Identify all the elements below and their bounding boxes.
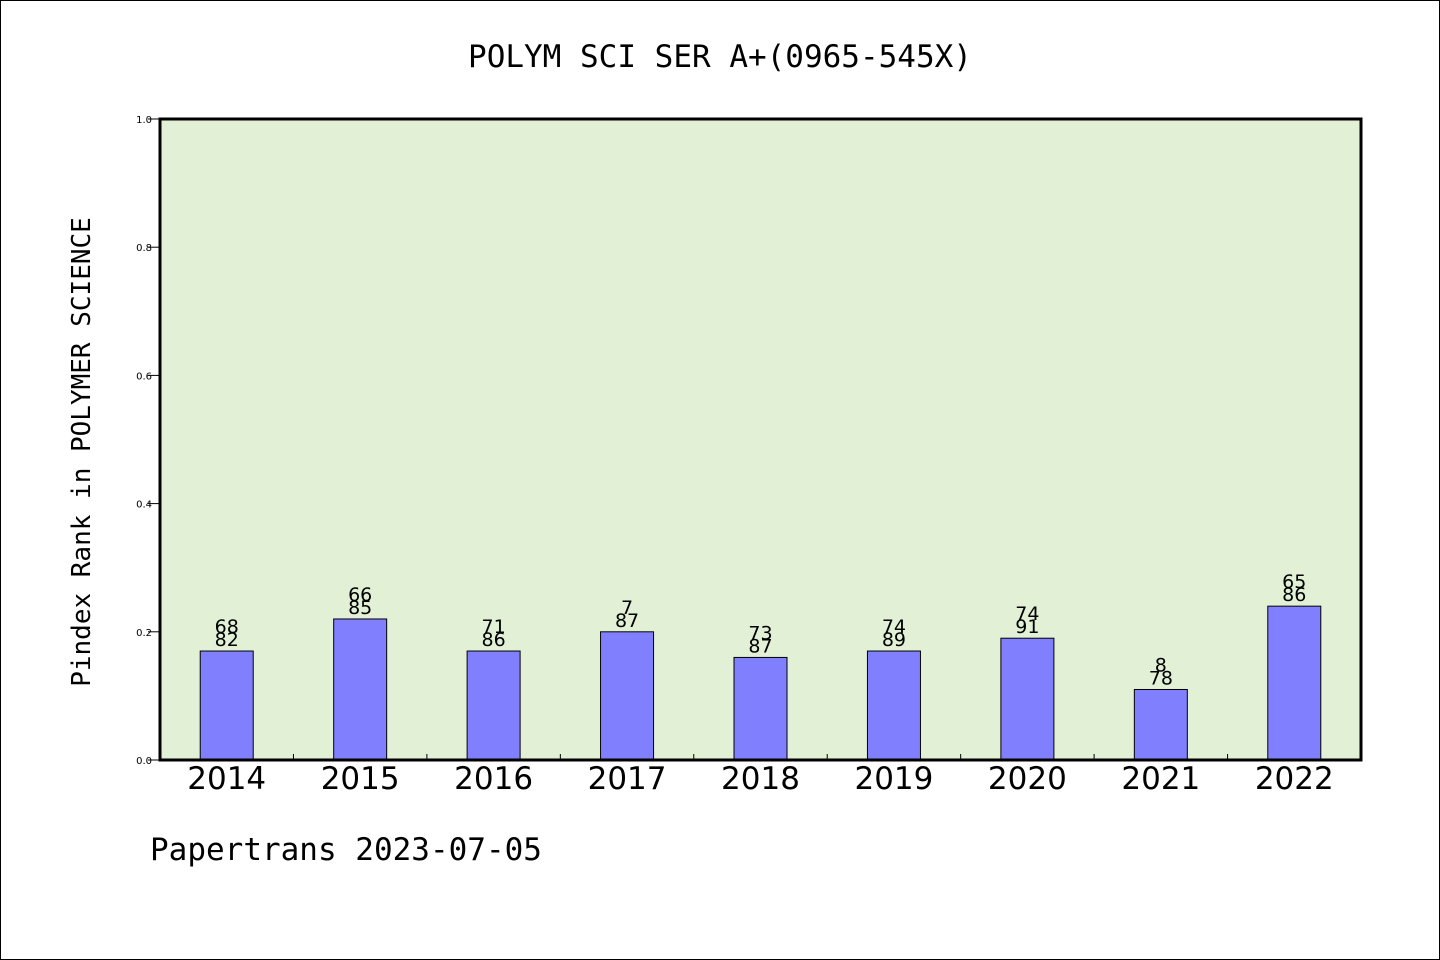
x-tick-label: 2021	[1121, 761, 1200, 797]
y-tick-label: 0.4	[136, 500, 152, 511]
chart-title: POLYM SCI SER A+(0965-545X)	[468, 39, 972, 75]
y-tick-label: 0.2	[136, 628, 152, 639]
bar-label-top: 73	[748, 622, 772, 644]
bar-label-top: 66	[348, 584, 372, 606]
bar-label-bottom: 85	[348, 597, 372, 619]
bar-label-bottom: 87	[615, 610, 639, 632]
bar-label-top: 71	[482, 616, 506, 638]
bar-2021	[1133, 688, 1188, 761]
x-tick-label: 2015	[321, 761, 400, 797]
y-tick-label: 1.0	[136, 115, 152, 126]
plot-border	[158, 117, 1363, 762]
x-tick-label: 2016	[454, 761, 533, 797]
bar-label-bottom: 86	[482, 629, 506, 651]
bar-2018	[733, 656, 788, 761]
bar-2019	[866, 650, 921, 761]
bar-label-top: 8	[1155, 654, 1167, 676]
x-tick-label: 2019	[854, 761, 933, 797]
bar-label-top: 74	[1015, 603, 1039, 625]
y-tick-label: 0.6	[136, 371, 152, 382]
y-axis-label: Pindex Rank in POLYMER SCIENCE	[67, 217, 97, 687]
bar-2015	[333, 618, 388, 761]
bar-label-top: 7	[621, 597, 633, 619]
x-axis-ticks: 2014 2015 2016 2017 2018 2019 2020 2021 2022	[187, 754, 1334, 797]
x-tick-label: 2017	[588, 761, 667, 797]
bar-label-top: 68	[215, 616, 239, 638]
x-tick-label: 2022	[1255, 761, 1334, 797]
bar-2017	[600, 631, 655, 761]
bar-2022	[1267, 605, 1322, 761]
footer-credit: Papertrans 2023-07-05	[150, 832, 542, 868]
y-tick-label: 0.8	[136, 243, 152, 254]
y-axis-ticks: 0.0 0.2 0.4 0.6 0.8 1.0	[136, 115, 160, 767]
bar-2016	[466, 650, 521, 761]
bar-label-bottom: 91	[1015, 616, 1039, 638]
y-tick-label: 0.0	[136, 756, 152, 767]
x-tick-label: 2018	[721, 761, 800, 797]
bar-label-bottom: 86	[1282, 584, 1306, 606]
x-tick-label: 2014	[187, 761, 266, 797]
bar-label-top: 65	[1282, 571, 1306, 593]
bar-label-bottom: 89	[882, 629, 906, 651]
x-tick-label: 2020	[988, 761, 1067, 797]
bar-label-bottom: 78	[1149, 667, 1173, 689]
bar-label-top: 74	[882, 616, 906, 638]
bar-label-bottom: 87	[748, 635, 772, 657]
bar-label-bottom: 82	[215, 629, 239, 651]
bar-2014	[199, 650, 254, 761]
bar-2020	[1000, 637, 1055, 761]
